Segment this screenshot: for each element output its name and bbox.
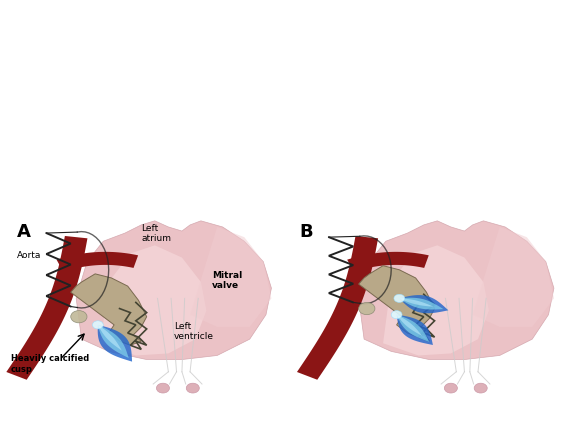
Text: Mitral
valve: Mitral valve	[212, 271, 242, 290]
Polygon shape	[397, 314, 422, 336]
Polygon shape	[359, 221, 554, 360]
Polygon shape	[6, 236, 88, 380]
Polygon shape	[399, 298, 434, 307]
Circle shape	[474, 383, 487, 393]
Text: B: B	[299, 223, 312, 241]
Polygon shape	[71, 274, 147, 345]
Polygon shape	[399, 298, 444, 309]
Text: Heavily calcified
cusp: Heavily calcified cusp	[11, 354, 89, 374]
Text: A: A	[16, 223, 31, 241]
Polygon shape	[399, 295, 449, 313]
Circle shape	[186, 383, 199, 393]
Polygon shape	[101, 245, 206, 355]
Polygon shape	[98, 325, 132, 362]
Circle shape	[71, 311, 87, 323]
Polygon shape	[56, 252, 138, 272]
Polygon shape	[359, 266, 434, 337]
Circle shape	[359, 303, 375, 314]
Text: Left
ventricle: Left ventricle	[174, 322, 214, 341]
Text: Left
atrium: Left atrium	[141, 224, 171, 243]
Text: Aorta: Aorta	[16, 251, 41, 260]
Polygon shape	[397, 314, 429, 342]
Circle shape	[157, 383, 170, 393]
Polygon shape	[383, 245, 489, 355]
Polygon shape	[76, 221, 271, 360]
Polygon shape	[347, 252, 429, 272]
Polygon shape	[190, 227, 271, 327]
Polygon shape	[297, 236, 378, 380]
Circle shape	[391, 311, 402, 319]
Polygon shape	[472, 227, 554, 327]
Polygon shape	[397, 314, 433, 345]
Polygon shape	[98, 325, 129, 358]
Polygon shape	[98, 325, 122, 351]
Circle shape	[93, 321, 103, 329]
Circle shape	[394, 294, 405, 303]
Circle shape	[444, 383, 458, 393]
